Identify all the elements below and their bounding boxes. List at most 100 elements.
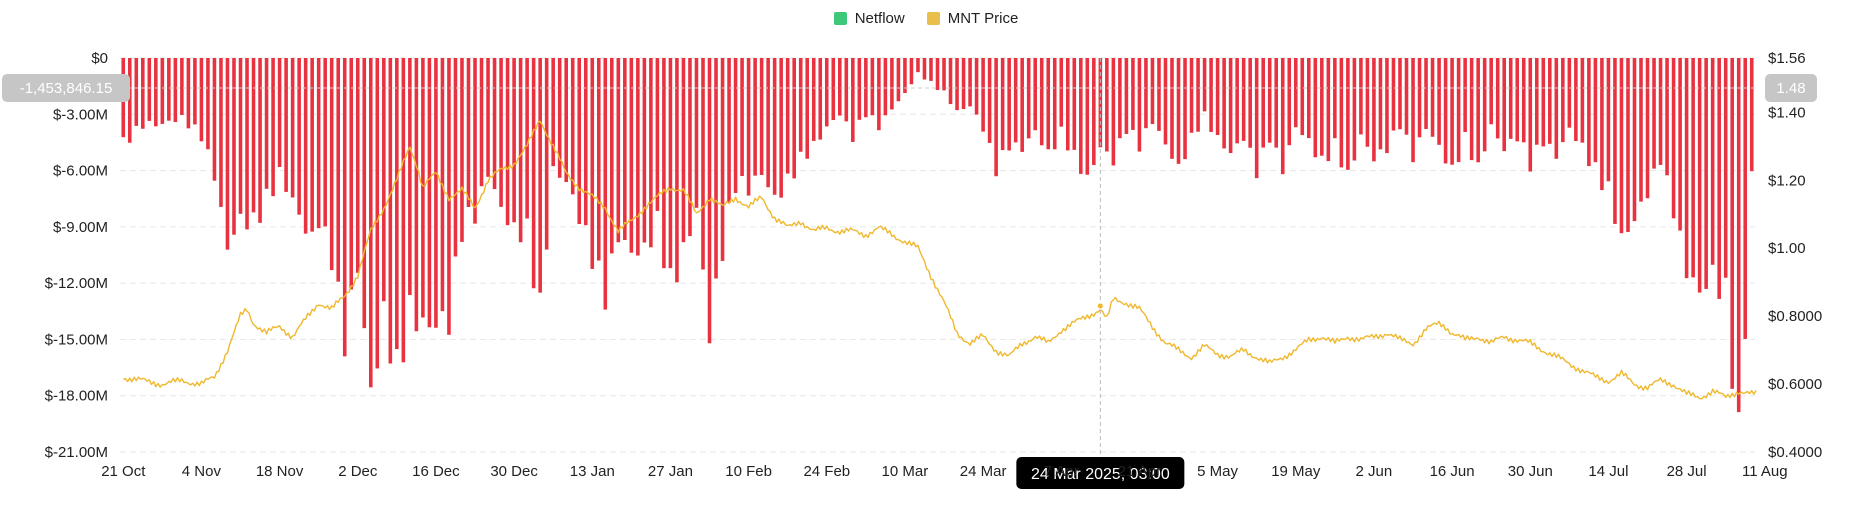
- netflow-bar: [1202, 58, 1207, 112]
- netflow-bar: [1456, 58, 1461, 163]
- netflow-bar: [512, 58, 516, 223]
- netflow-bar: [1548, 58, 1552, 144]
- netflow-bar: [831, 58, 836, 121]
- netflow-bar: [642, 58, 647, 243]
- netflow-bar: [1300, 58, 1305, 136]
- crosshair-date-label: 24 Mar 2025, 03:00: [1031, 466, 1170, 483]
- netflow-bar: [193, 58, 197, 125]
- left-axis-tick: $0: [91, 50, 108, 67]
- netflow-bar: [727, 58, 731, 203]
- legend-item-price[interactable]: MNT Price: [926, 10, 1018, 27]
- netflow-bar: [1287, 58, 1292, 146]
- netflow-bar: [186, 58, 191, 129]
- netflow-bar: [492, 58, 497, 190]
- netflow-bar: [212, 58, 217, 181]
- netflow-bar: [1567, 58, 1572, 128]
- netflow-bar: [369, 58, 373, 388]
- netflow-bar: [180, 58, 184, 116]
- netflow-bar: [649, 58, 653, 248]
- netflow-bar: [1026, 58, 1031, 139]
- netflow-bar: [1346, 58, 1350, 170]
- netflow-bar: [968, 58, 972, 107]
- netflow-bar: [942, 58, 946, 91]
- netflow-bar: [1619, 58, 1624, 234]
- netflow-bar: [1046, 58, 1051, 150]
- netflow-bar: [1235, 58, 1239, 144]
- netflow-bar: [1658, 58, 1663, 165]
- netflow-bar: [1404, 58, 1409, 135]
- netflow-bar: [1124, 58, 1129, 134]
- netflow-bar: [1587, 58, 1591, 167]
- netflow-bar: [401, 58, 406, 363]
- netflow-bar: [342, 58, 347, 357]
- netflow-bar: [421, 58, 425, 318]
- netflow-bar: [1293, 58, 1298, 128]
- right-axis-tick: $1.20: [1768, 172, 1806, 189]
- netflow-bar: [297, 58, 301, 215]
- legend-item-netflow[interactable]: Netflow: [833, 10, 905, 27]
- netflow-bar: [1280, 58, 1285, 175]
- netflow-bar: [779, 58, 783, 198]
- netflow-bar: [1137, 58, 1142, 152]
- x-axis-tick: 30 Dec: [490, 463, 538, 480]
- netflow-bar: [1261, 58, 1265, 148]
- netflow-bar: [603, 58, 608, 310]
- netflow-bar: [629, 58, 634, 253]
- left-axis-tick: $-6.00M: [53, 163, 108, 180]
- x-axis-tick: 13 Jan: [570, 463, 615, 480]
- netflow-bar: [1665, 58, 1669, 176]
- netflow-bar: [1111, 58, 1116, 166]
- netflow-bar: [134, 58, 139, 126]
- netflow-bar: [655, 58, 660, 211]
- netflow-bar: [805, 58, 810, 159]
- netflow-bar: [251, 58, 256, 213]
- x-axis-tick: 24 Mar: [960, 463, 1007, 480]
- netflow-bar: [1723, 58, 1728, 278]
- x-axis-tick: 14 Jul: [1588, 463, 1628, 480]
- netflow-bar: [1072, 58, 1077, 150]
- netflow-bar: [838, 58, 842, 116]
- netflow-bar: [818, 58, 823, 140]
- netflow-bar: [1326, 58, 1331, 162]
- netflow-bar: [1476, 58, 1480, 163]
- netflow-bar: [518, 58, 523, 243]
- netflow-bar: [694, 58, 699, 208]
- netflow-bar: [1339, 58, 1344, 168]
- netflow-swatch: [833, 11, 847, 25]
- left-axis-tick: $-18.00M: [45, 388, 108, 405]
- netflow-bar: [1163, 58, 1168, 145]
- netflow-bar: [1398, 58, 1402, 130]
- crosshair-right-badge: [1765, 74, 1817, 102]
- x-axis-ticks: 21 Oct 4 Nov 18 Nov 2 Dec 16 Dec 30 Dec 13 Jan…: [101, 463, 1787, 480]
- price-line-layer: [122, 120, 1757, 400]
- netflow-bar: [1248, 58, 1252, 148]
- netflow-bar: [1144, 58, 1148, 129]
- netflow-bar: [1417, 58, 1422, 138]
- netflow-bar: [1593, 58, 1598, 163]
- netflow-bar: [1391, 58, 1396, 131]
- netflow-bar: [538, 58, 542, 293]
- netflow-bar: [1307, 58, 1311, 139]
- netflow-bar: [994, 58, 998, 177]
- netflow-bar: [1215, 58, 1220, 135]
- netflow-bar: [583, 58, 588, 226]
- netflow-bar: [531, 58, 536, 289]
- netflow-bar: [395, 58, 399, 350]
- netflow-bar: [473, 58, 477, 224]
- netflow-bar: [1528, 58, 1533, 172]
- netflow-bar: [890, 58, 894, 110]
- netflow-bar: [1176, 58, 1181, 164]
- netflow-bar: [720, 58, 725, 261]
- x-axis-tick: 11 Aug: [1742, 463, 1788, 480]
- netflow-bar: [675, 58, 679, 283]
- netflow-bar: [258, 58, 262, 223]
- netflow-bar: [160, 58, 165, 124]
- netflow-bar: [1222, 58, 1226, 149]
- netflow-bar: [375, 58, 380, 369]
- netflow-bar: [1534, 58, 1539, 145]
- netflow-bar: [1561, 58, 1565, 143]
- netflow-bar: [1020, 58, 1024, 152]
- netflow-bar: [1443, 58, 1448, 164]
- netflow-bar: [264, 58, 269, 189]
